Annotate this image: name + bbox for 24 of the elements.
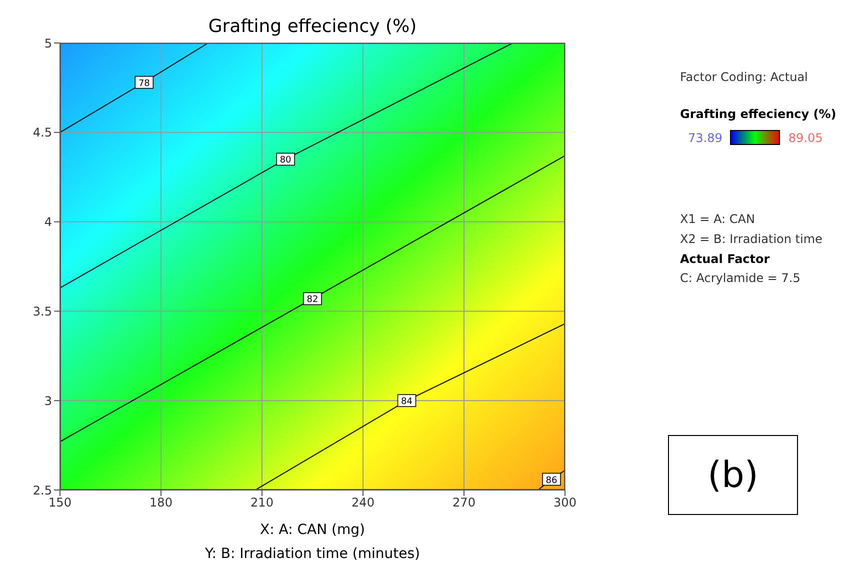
text: 89.05 [788,130,823,144]
x-tick-label: 210 [250,496,274,510]
x-tick-label: 240 [352,496,374,510]
text: X1 = A: CAN [680,212,755,226]
y-tick-label: 5 [44,36,52,50]
y-tick-label: 4 [44,215,52,230]
x-tick-label: 150 [48,496,72,510]
x-axis-title: X: A: CAN (mg) [259,522,366,538]
text: (b) [668,435,798,515]
x-tick-label: 300 [554,496,576,510]
text: Y: B: Irradiation time (minutes) [204,546,421,562]
text: 73.89 [688,130,722,144]
x-tick-label: 180 [150,496,172,510]
y-tick-label: 2.5 [32,483,52,498]
text: X2 = B: Irradiation time [680,232,822,246]
y-tick-label: 3.5 [32,304,52,318]
color-bar-title: Grafting effeciency (%) [680,107,836,121]
text: C: Acrylamide = 7.5 [680,271,800,285]
text: Actual Factor [680,252,770,266]
x-tick-label: 270 [452,496,476,510]
y-tick-label: 4.5 [32,126,52,140]
chart-title: Grafting effeciency (%) [207,16,418,37]
text: Factor Coding: Actual [680,70,808,84]
y-tick-label: 3 [44,394,52,408]
